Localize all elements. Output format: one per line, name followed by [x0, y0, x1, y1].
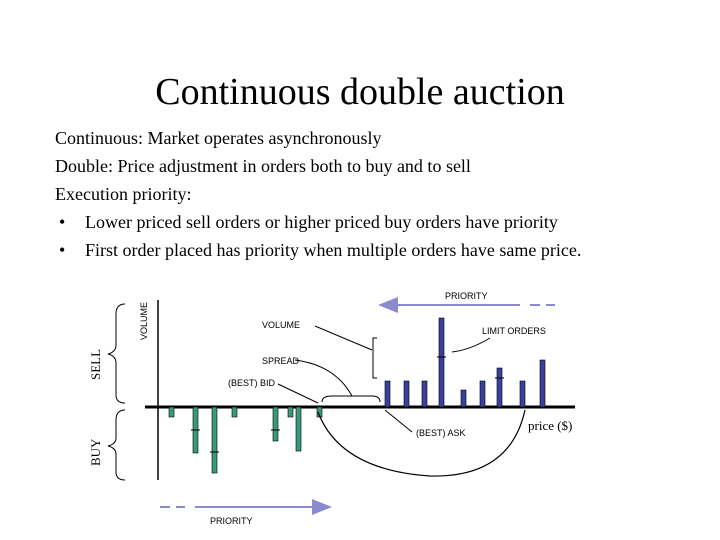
limit-orders-label: LIMIT ORDERS	[482, 326, 546, 336]
spread-bracket	[321, 395, 381, 403]
spread-pointer	[294, 359, 353, 397]
limit-orders-pointer	[451, 337, 491, 353]
sell-bar	[496, 367, 503, 408]
price-axis-label: price ($)	[528, 418, 572, 433]
buy-brace	[107, 409, 126, 481]
buy-bar	[211, 406, 218, 474]
best-bid-pointer	[277, 383, 319, 404]
buy-bar	[272, 406, 279, 442]
buy-bar	[168, 406, 175, 418]
buy-label: BUY	[88, 438, 103, 466]
buy-orders	[168, 406, 323, 474]
bullet-dot: •	[59, 240, 66, 260]
sell-bar	[438, 317, 445, 408]
buy-bar	[231, 406, 238, 418]
priority-bottom-label: PRIORITY	[210, 516, 253, 526]
bullet-list: Continuous: Market operates asynchronous…	[55, 124, 581, 264]
bullet-item: • Lower priced sell orders or higher pric…	[55, 208, 581, 236]
sell-bar	[479, 380, 486, 408]
sell-bar	[384, 380, 391, 408]
sell-bar	[539, 359, 546, 408]
sell-label: SELL	[88, 349, 103, 380]
volume-axis-label: VOLUME	[139, 302, 149, 340]
buy-bar	[295, 406, 302, 452]
matching-curve	[317, 409, 526, 477]
sell-bar	[421, 380, 428, 408]
bullet-text: First order placed has priority when mul…	[85, 240, 582, 260]
sell-brace	[107, 303, 126, 404]
text-line-double: Double: Price adjustment in orders both …	[55, 156, 471, 176]
bullet-dot: •	[59, 212, 66, 232]
bullet-item: • First order placed has priority when mu…	[55, 236, 581, 264]
buy-bar	[287, 406, 294, 418]
text-line-continuous: Continuous: Market operates asynchronous…	[55, 128, 382, 148]
best-ask-pointer	[384, 409, 413, 433]
bullet-text: Lower priced sell orders or higher price…	[85, 212, 558, 232]
spread-label: SPREAD	[262, 356, 300, 366]
priority-top-label: PRIORITY	[445, 291, 488, 301]
slide-title: Continuous double auction	[155, 71, 565, 113]
volume-bracket	[372, 337, 377, 379]
best-bid-label: (BEST) BID	[228, 378, 276, 388]
sell-bar	[460, 389, 467, 408]
best-ask-label: (BEST) ASK	[416, 428, 466, 438]
sell-orders	[384, 317, 546, 408]
volume-pointer	[314, 325, 373, 351]
sell-bar	[519, 380, 526, 408]
sell-bar	[403, 380, 410, 408]
volume-callout-label: VOLUME	[262, 320, 300, 330]
text-line-priority: Execution priority:	[55, 184, 192, 204]
